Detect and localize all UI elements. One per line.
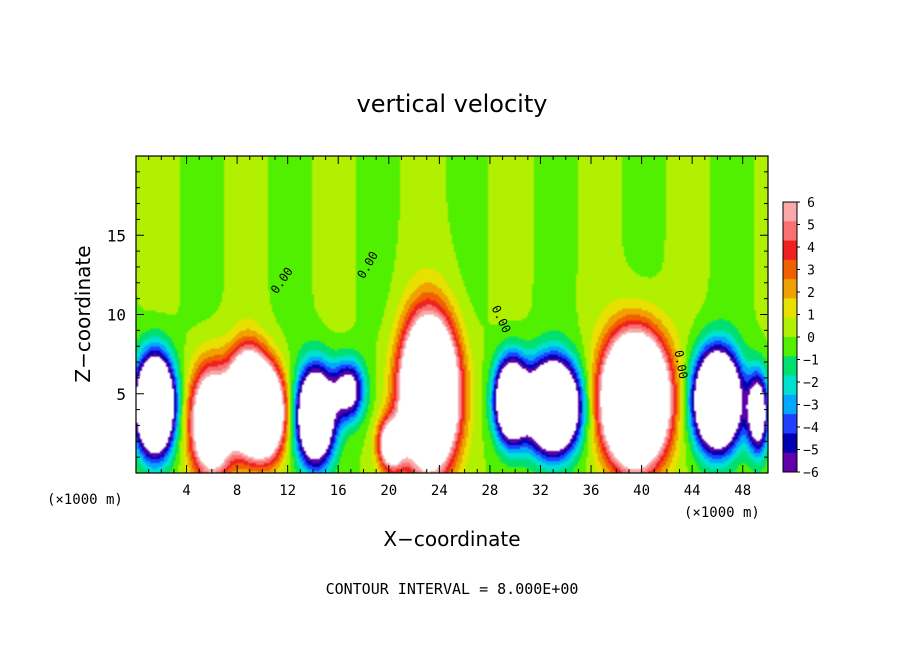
x-tick-label: 8 — [233, 483, 241, 499]
colorbar-label: 3 — [807, 264, 815, 279]
colorbar: 6 5 4 3 2 1 0 −1 −2 −3 −4 −5 −6 — [782, 196, 819, 481]
colorbar-swatch — [783, 337, 797, 357]
colorbar-label: −5 — [803, 444, 819, 459]
colorbar-swatch — [783, 259, 797, 280]
velocity-field — [136, 156, 768, 473]
colorbar-label: −3 — [803, 399, 819, 414]
x-tick-label: 24 — [431, 483, 448, 499]
colorbar-label: −2 — [803, 376, 819, 391]
x-tick-label: 36 — [583, 483, 600, 499]
y-tick-label: 15 — [107, 226, 126, 245]
x-unit-right: (×1000 m) — [684, 505, 760, 521]
colorbar-swatch — [783, 433, 797, 454]
colorbar-swatch — [783, 202, 797, 222]
colorbar-label: 1 — [807, 309, 815, 324]
colorbar-swatch — [783, 394, 797, 415]
x-tick-label: 44 — [684, 483, 701, 499]
contour-label: 0.00 — [672, 349, 691, 380]
y-axis-label: Z−coordinate — [71, 245, 95, 382]
colorbar-label: −1 — [803, 354, 819, 369]
x-unit-left: (×1000 m) — [47, 492, 123, 508]
x-axis: 4 8 12 16 20 24 28 32 36 40 44 48 — [148, 156, 756, 499]
colorbar-swatch — [783, 221, 797, 241]
colorbar-swatch — [783, 240, 797, 261]
y-tick-label: 5 — [116, 385, 126, 404]
colorbar-label: −4 — [803, 421, 819, 436]
contour-interval-note: CONTOUR INTERVAL = 8.000E+00 — [326, 580, 579, 598]
colorbar-label: 2 — [807, 286, 815, 301]
x-tick-label: 28 — [481, 483, 498, 499]
colorbar-swatch — [783, 356, 797, 376]
x-tick-label: 32 — [532, 483, 549, 499]
colorbar-label: −6 — [803, 466, 819, 481]
colorbar-label: 5 — [807, 219, 815, 234]
colorbar-swatch — [783, 279, 797, 299]
plot-area: 0.00 0.000.000.00 4 8 12 16 20 24 28 32 36 40 44 48 … — [107, 155, 769, 499]
colorbar-swatch — [783, 317, 797, 338]
x-tick-label: 12 — [279, 483, 296, 499]
colorbar-label: 0 — [807, 331, 815, 346]
colorbar-swatch — [783, 452, 797, 473]
colorbar-label: 4 — [807, 241, 815, 256]
y-axis: 5 10 15 — [107, 171, 768, 458]
x-tick-label: 40 — [633, 483, 650, 499]
x-tick-label: 48 — [734, 483, 751, 499]
x-axis-label: X−coordinate — [383, 527, 520, 551]
colorbar-swatch — [783, 414, 797, 434]
colorbar-swatch — [783, 375, 797, 396]
y-tick-label: 10 — [107, 306, 126, 325]
colorbar-label: 6 — [807, 196, 815, 211]
chart-title: vertical velocity — [357, 90, 548, 118]
colorbar-swatch — [783, 298, 797, 319]
x-tick-label: 16 — [330, 483, 347, 499]
x-tick-label: 4 — [182, 483, 190, 499]
x-tick-label: 20 — [380, 483, 397, 499]
